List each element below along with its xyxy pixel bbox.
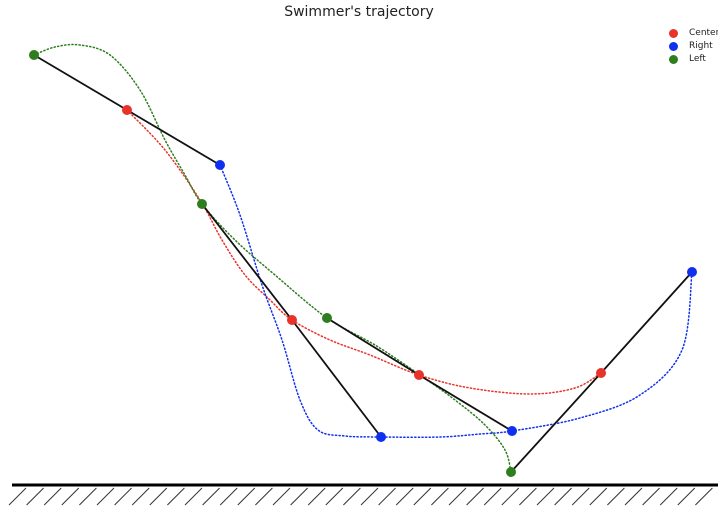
floor-hatch-14 (255, 487, 273, 506)
legend-marker-center (669, 29, 678, 38)
floor-hatch-30 (536, 487, 555, 506)
trajectory-right (219, 164, 693, 439)
floor-hatch-12 (219, 487, 238, 506)
point-left-1 (197, 199, 207, 209)
point-right-0 (215, 160, 225, 170)
legend-entry-left: Left (663, 53, 718, 66)
point-left-3 (506, 467, 516, 477)
point-right-2 (507, 426, 517, 436)
point-right-3 (687, 267, 697, 277)
floor-hatch-11 (202, 487, 220, 506)
legend-label-left: Left (689, 54, 706, 64)
point-center-1 (287, 315, 297, 325)
floor-hatch-6 (114, 487, 132, 506)
legend-marker-left (669, 55, 678, 64)
floor-hatch-25 (448, 487, 467, 506)
legend-entry-center: Center (663, 27, 718, 40)
floor-hatch-8 (149, 487, 168, 506)
floor-hatch-35 (624, 487, 643, 506)
legend-marker-right (669, 42, 678, 51)
legend-entry-right: Right (663, 40, 718, 53)
floor-hatch-34 (607, 487, 625, 506)
floor-hatch-28 (501, 487, 520, 506)
point-center-0 (122, 105, 132, 115)
floor-hatch-38 (677, 487, 696, 506)
floor-hatch-21 (378, 487, 396, 506)
legend-label-center: Center (689, 28, 718, 38)
floor-hatch-27 (483, 487, 502, 506)
point-right-1 (376, 432, 386, 442)
figure-title: Swimmer's trajectory (284, 4, 434, 20)
legend-label-right: Right (689, 41, 713, 51)
trajectory-left (33, 43, 512, 473)
floor-hatch-29 (519, 487, 537, 506)
point-left-2 (322, 313, 332, 323)
floor-hatch-32 (571, 487, 590, 506)
floor-hatch-1 (26, 487, 44, 506)
floor-hatch-39 (695, 487, 713, 506)
floor-hatch-24 (431, 487, 449, 506)
floor-hatch-23 (413, 487, 432, 506)
floor-hatch-10 (184, 487, 203, 506)
floor-hatch-36 (642, 487, 660, 506)
floor-hatch-3 (61, 487, 80, 506)
floor-hatch-37 (659, 487, 678, 506)
floor-hatch-9 (167, 487, 185, 506)
floor-hatch-18 (325, 487, 344, 506)
floor-hatch-2 (43, 487, 62, 506)
floor-hatch-20 (360, 487, 379, 506)
legend: Center Right Left (663, 27, 718, 66)
floor-hatch-17 (307, 487, 326, 506)
floor-hatch-31 (554, 487, 572, 506)
floor-hatch-33 (589, 487, 608, 506)
floor-hatch-19 (343, 487, 361, 506)
floor-hatch-7 (131, 487, 150, 506)
floor-hatch-5 (96, 487, 115, 506)
floor-hatch-13 (237, 487, 256, 506)
floor-hatch-15 (272, 487, 291, 506)
floor-hatch-0 (8, 487, 27, 506)
floor-hatch-26 (466, 487, 484, 506)
floor-hatch-4 (79, 487, 97, 506)
floor-hatch-16 (290, 487, 308, 506)
floor-hatch-22 (395, 487, 414, 506)
point-center-2 (414, 370, 424, 380)
point-left-0 (29, 50, 39, 60)
point-center-3 (596, 368, 606, 378)
